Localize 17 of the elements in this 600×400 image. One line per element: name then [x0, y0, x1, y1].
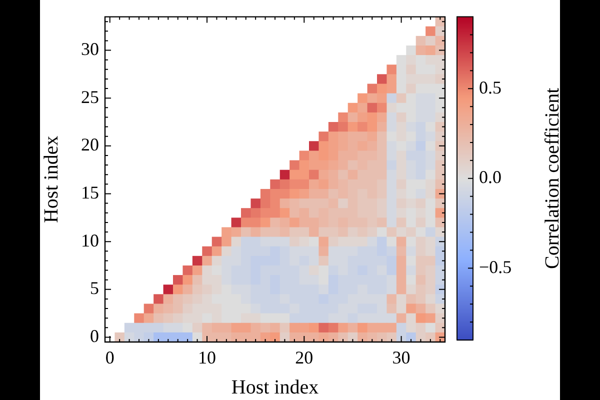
y-tick-label: 10	[81, 230, 99, 250]
y-tick-label: 30	[81, 39, 99, 60]
y-tick-label: 0	[90, 326, 99, 346]
y-tick-label: 5	[90, 278, 99, 298]
y-tick-label: 25	[81, 86, 99, 107]
x-axis-title: Host index	[231, 376, 319, 398]
color-bar-label: −0.5	[479, 256, 512, 277]
y-axis-title: Host index	[40, 136, 62, 224]
color-bar-label: 0.5	[479, 77, 502, 98]
color-bar-label: 0.0	[479, 167, 502, 188]
y-tick-label: 20	[81, 134, 99, 155]
color-bar-title: Correlation coefficient	[541, 87, 564, 270]
x-tick-label: 20	[295, 348, 314, 368]
x-tick-label: 30	[392, 348, 410, 368]
x-tick-label: 10	[198, 348, 216, 368]
x-tick-label: 0	[105, 348, 114, 368]
y-tick-label: 15	[81, 182, 99, 202]
